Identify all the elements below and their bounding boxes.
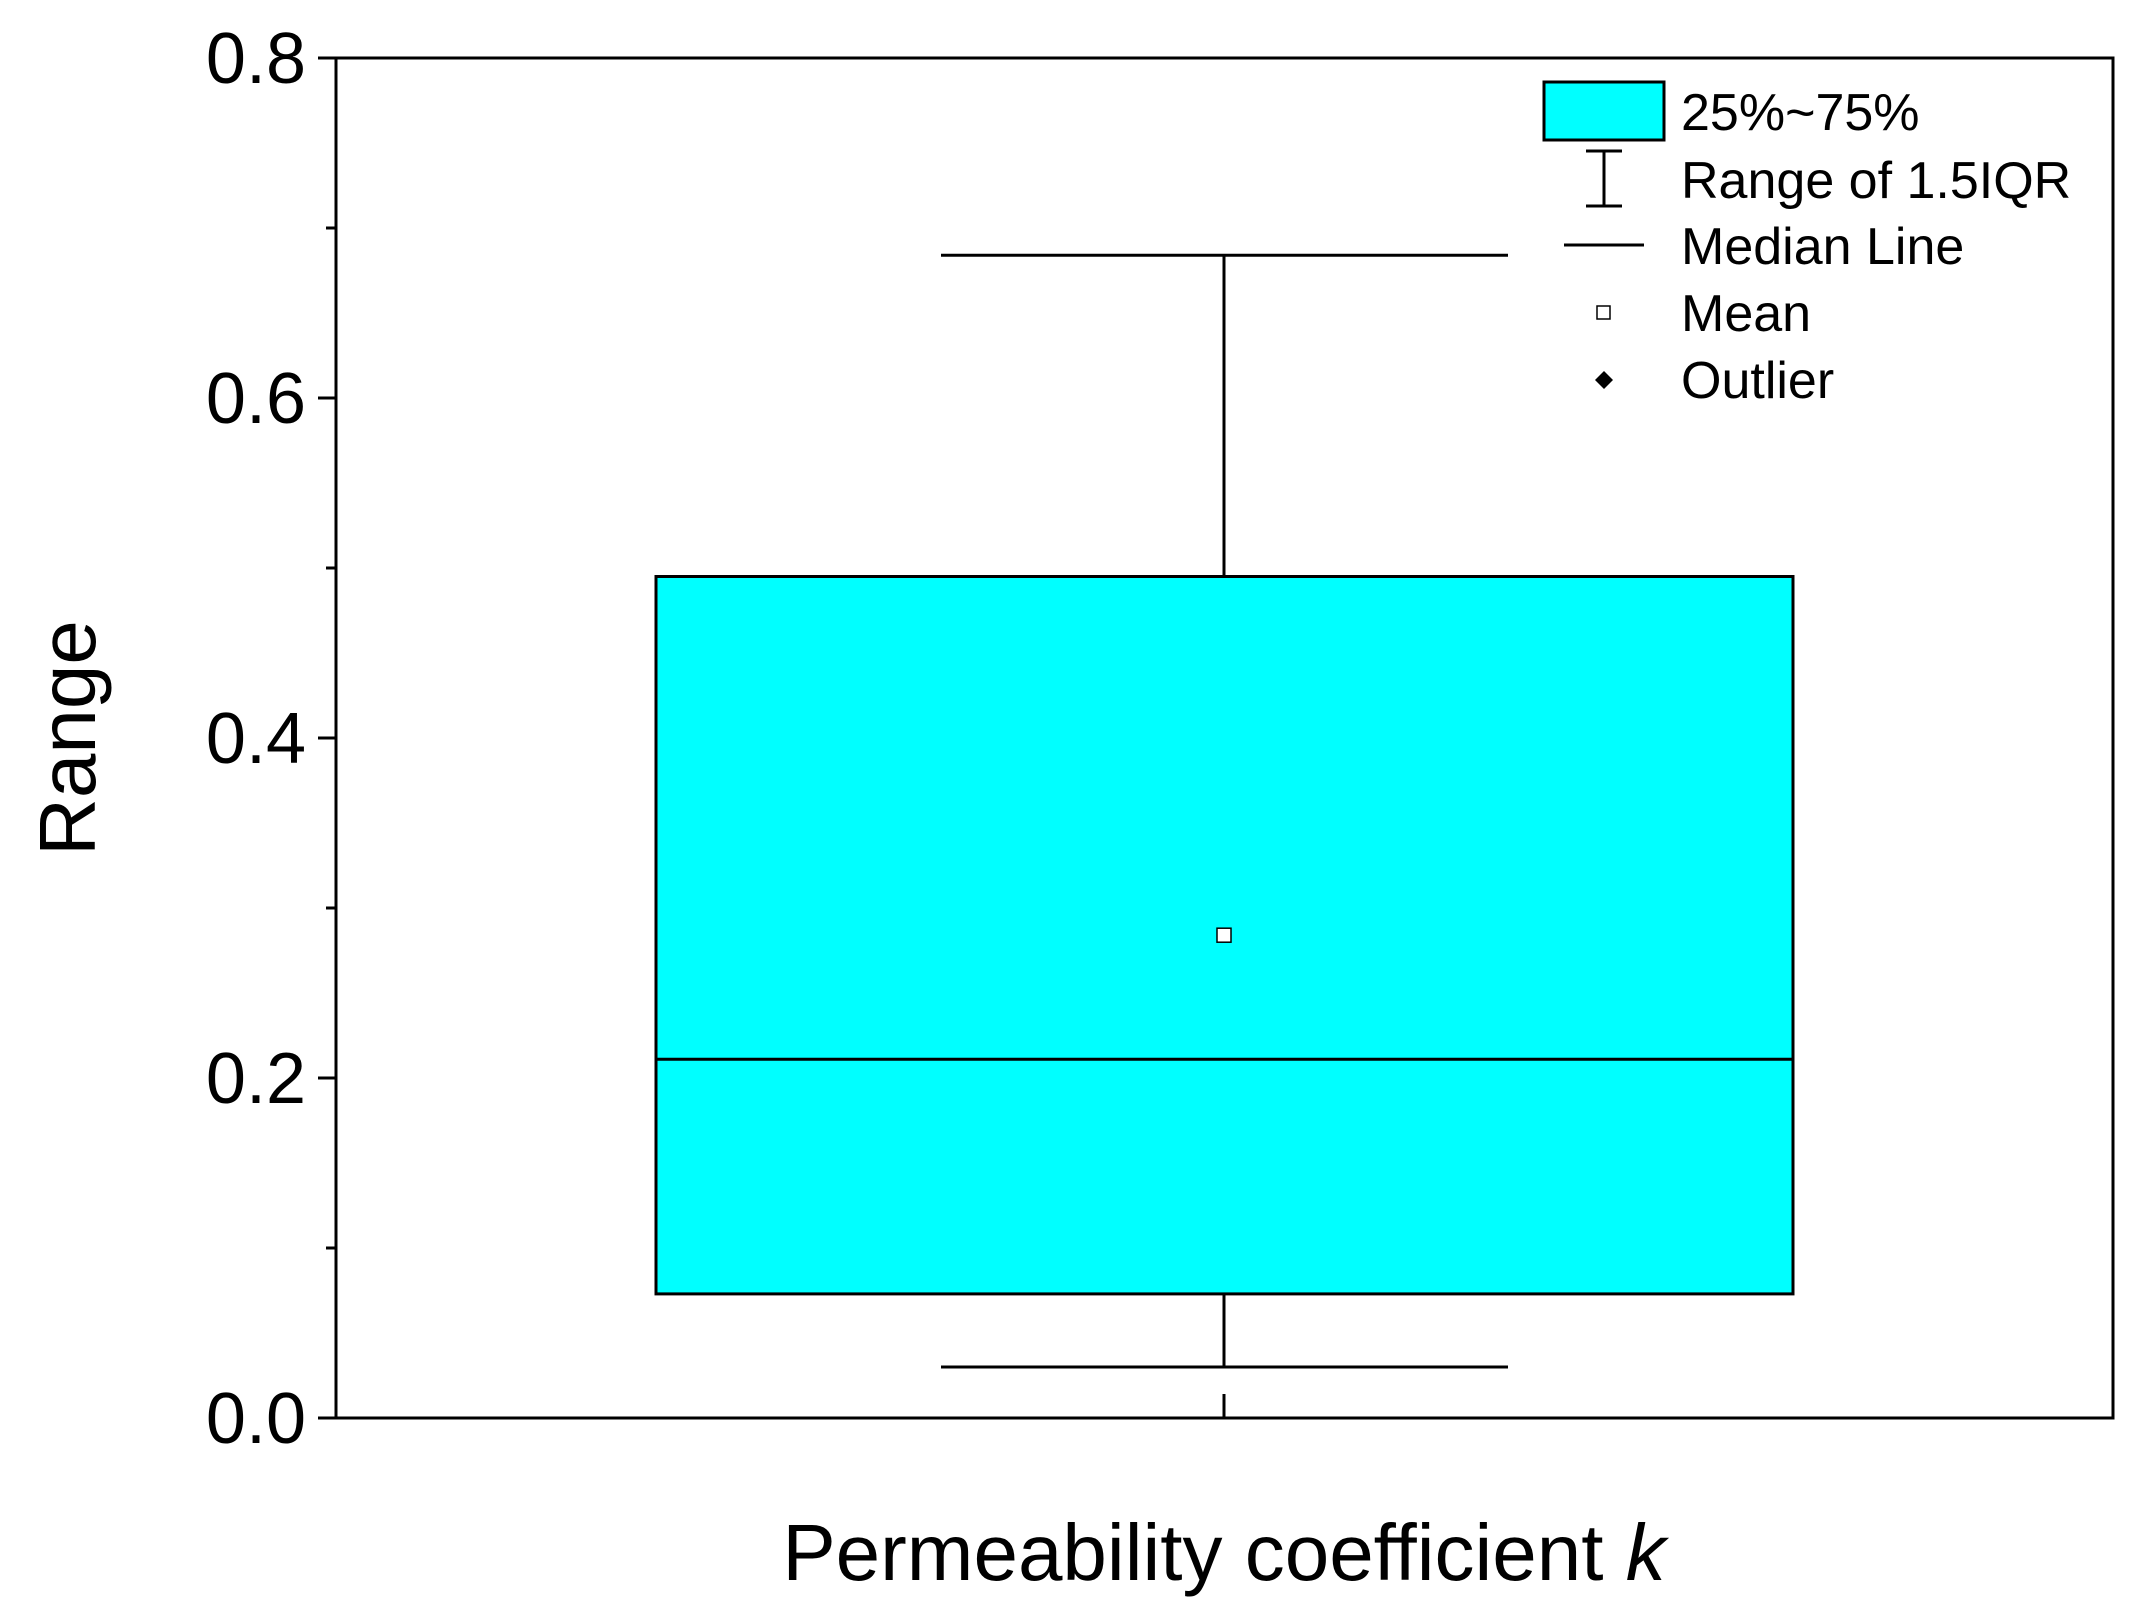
y-tick-label: 0.8 — [206, 19, 306, 99]
legend: 25%~75% Range of 1.5IQR Median Line Mean… — [1542, 80, 2071, 410]
legend-mean-swatch — [1596, 305, 1611, 320]
y-tick-label: 0.4 — [206, 699, 306, 779]
x-axis-title-var: k — [1626, 1508, 1670, 1597]
legend-outlier-swatch — [1595, 371, 1613, 389]
y-axis-title: Range — [23, 620, 112, 856]
y-tick-label: 0.6 — [206, 359, 306, 439]
y-tick-label: 0.2 — [206, 1039, 306, 1119]
x-axis-title: Permeability coefficient k — [782, 1508, 1669, 1597]
legend-whisker-label: Range of 1.5IQR — [1681, 152, 2071, 210]
legend-median-label: Median Line — [1681, 218, 1964, 276]
legend-box-swatch — [1542, 80, 1666, 142]
y-axis: 0.0 0.2 0.4 0.6 0.8 — [206, 19, 1226, 1459]
legend-box-label: 25%~75% — [1681, 84, 1920, 142]
mean-marker — [1216, 927, 1232, 943]
legend-whisker-swatch — [1586, 149, 1622, 208]
box-series — [654, 253, 1795, 1369]
legend-outlier-label: Outlier — [1681, 352, 1834, 410]
x-axis-title-text: Permeability coefficient — [782, 1508, 1603, 1597]
legend-mean-label: Mean — [1681, 285, 1811, 343]
y-tick-label: 0.0 — [206, 1379, 306, 1459]
